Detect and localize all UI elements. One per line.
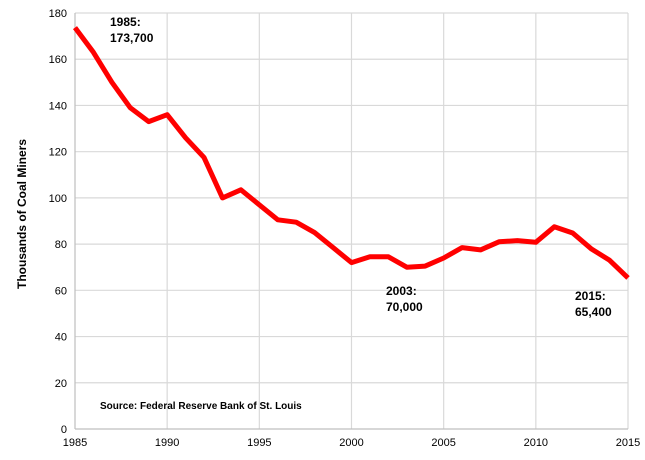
x-tick-label: 1990 xyxy=(155,437,179,449)
y-tick-label: 60 xyxy=(55,285,67,297)
annotations: 1985: 173,700 2003: 70,000 2015: 65,400 xyxy=(110,15,612,319)
x-tick-label: 1985 xyxy=(63,437,87,449)
annotation-2003-value: 70,000 xyxy=(386,300,423,314)
y-tick-label: 40 xyxy=(55,332,67,344)
y-tick-label: 140 xyxy=(49,100,67,112)
y-axis-title: Thousands of Coal Miners xyxy=(15,139,29,289)
x-tick-label: 1995 xyxy=(247,437,271,449)
x-tick-label: 2005 xyxy=(431,437,455,449)
source-note: Source: Federal Reserve Bank of St. Loui… xyxy=(100,401,302,412)
tick-labels: 0 20 40 60 80 100 120 140 160 180 1985 1990 1995 2000… xyxy=(49,8,641,449)
y-tick-label: 160 xyxy=(49,54,67,66)
x-tick-label: 2010 xyxy=(524,437,548,449)
gridlines xyxy=(75,12,629,429)
annotation-1985-label: 1985: xyxy=(110,15,141,29)
x-tick-label: 2015 xyxy=(616,437,640,449)
annotation-2003-label: 2003: xyxy=(386,284,417,298)
y-tick-label: 0 xyxy=(61,424,67,436)
series-layer xyxy=(72,26,630,280)
annotation-2015-label: 2015: xyxy=(575,289,606,303)
y-tick-label: 20 xyxy=(55,378,67,390)
axes xyxy=(74,13,628,430)
annotation-1985-value: 173,700 xyxy=(110,31,154,45)
y-tick-label: 180 xyxy=(49,8,67,20)
y-tick-label: 120 xyxy=(49,147,67,159)
y-tick-label: 100 xyxy=(49,193,67,205)
x-tick-label: 2000 xyxy=(339,437,363,449)
y-tick-label: 80 xyxy=(55,239,67,251)
annotation-2015-value: 65,400 xyxy=(575,305,612,319)
